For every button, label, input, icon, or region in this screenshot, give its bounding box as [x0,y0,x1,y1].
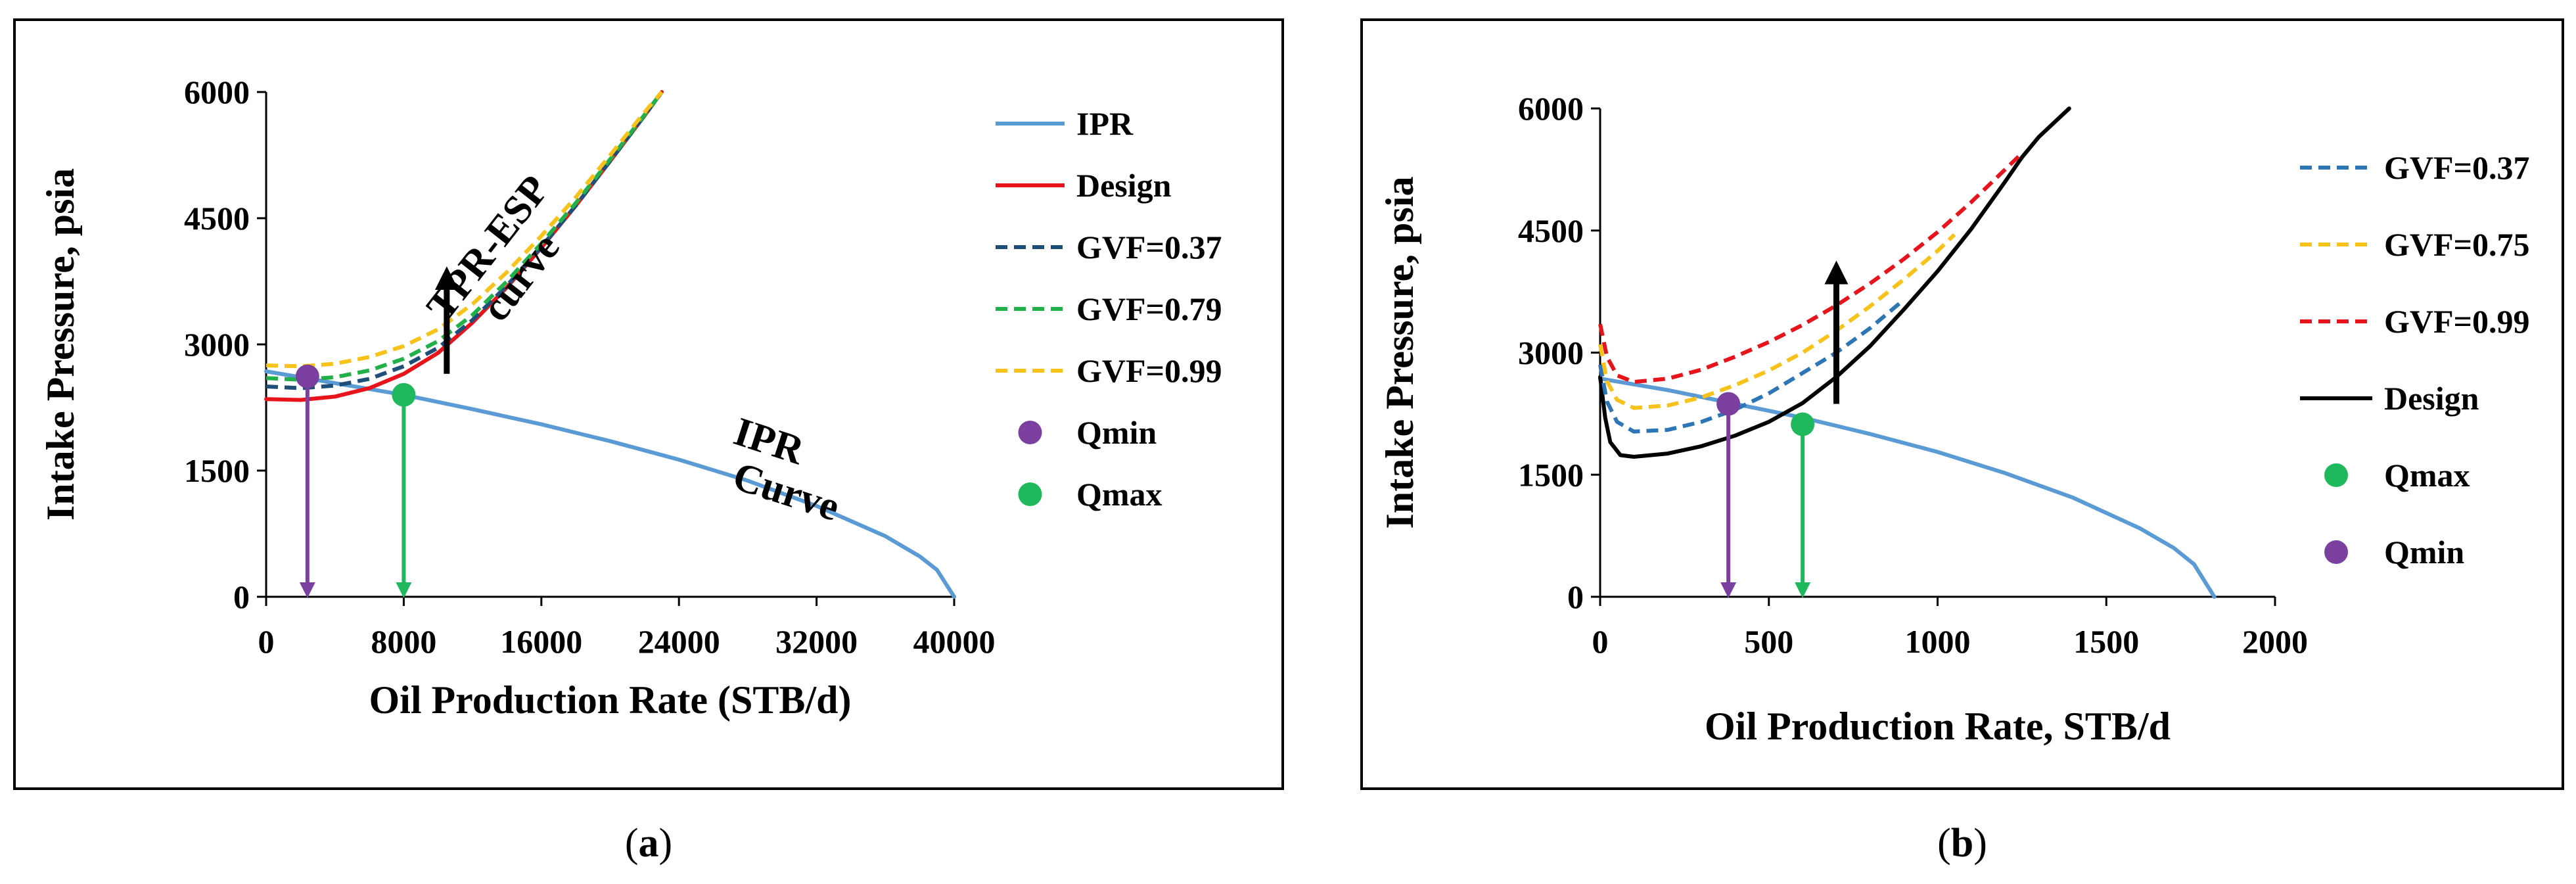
series-line-gvf075 [1598,233,1956,410]
series-line-ipr [1598,377,2217,599]
x-tick-label: 0 [258,623,275,660]
y-tick-label: 3000 [1518,335,1584,371]
y-tick-label: 6000 [1518,90,1584,127]
y-axis-title: Intake Pressure, psia [39,168,82,521]
legend-swatch-qmax [2324,463,2348,487]
panel-a-caption: (a) [625,821,672,866]
marker-qmin [295,364,319,388]
legend-label-design: Design [1076,167,1172,204]
legend-swatch-qmin [1018,421,1042,444]
legend-label-qmax: Qmax [2384,457,2470,494]
panel-a-frame [13,18,1284,790]
y-tick-label: 3000 [184,326,250,363]
legend-swatch-qmin [2324,540,2348,564]
legend-label-design: Design [2384,380,2479,417]
panel-b-caption-close: ) [1973,821,1987,866]
legend-swatch-qmax [1018,482,1042,506]
x-axis-title: Oil Production Rate (STB/d) [369,678,852,722]
legend-label-qmin: Qmin [1076,414,1157,451]
series-line-design [1598,106,2071,459]
y-tick-label: 1500 [1518,456,1584,493]
marker-qmax [1791,412,1815,436]
y-tick-label: 1500 [184,452,250,489]
series-line-gvf099 [265,91,664,369]
panel-a-caption-close: ) [659,821,673,866]
x-tick-label: 16000 [500,623,582,660]
x-tick-label: 32000 [775,623,858,660]
x-tick-label: 8000 [371,623,436,660]
legend-label-gvf079: GVF=0.79 [1076,291,1222,327]
series-line-gvf037 [1598,298,1906,434]
legend-label-gvf099: GVF=0.99 [2384,303,2530,340]
legend-label-gvf099: GVF=0.99 [1076,352,1222,389]
y-tick-label: 0 [1567,578,1584,615]
y-tick-label: 0 [233,578,250,615]
x-tick-label: 500 [1744,623,1793,660]
chart-b: 0 500 1000 1500 2000 0 1500 3000 4500 6000 Oil Pro… [1378,90,2530,748]
panel-a-caption-open: ( [625,821,639,866]
panel-b-caption-open: ( [1937,821,1951,866]
y-tick-label: 4500 [1518,212,1584,249]
x-tick-label: 40000 [913,623,996,660]
x-tick-label: 0 [1592,623,1609,660]
series-line-gvf079 [265,91,664,382]
panel-a-caption-letter: a [639,821,659,866]
marker-qmax [392,383,416,407]
y-tick-label: 4500 [184,200,250,237]
chart-a: 0 8000 16000 24000 32000 40000 0 1500 3000 4500 60… [39,74,1222,722]
series-line-gvf099 [1598,151,2023,384]
panel-b-caption: (b) [1937,821,1987,866]
x-tick-label: 2000 [2242,623,2308,660]
legend-label-ipr: IPR [1076,105,1134,142]
y-tick-label: 6000 [184,74,250,110]
marker-qmin [1716,392,1741,416]
legend-label-qmin: Qmin [2384,534,2464,570]
y-axis-title: Intake Pressure, psia [1378,176,1421,528]
x-tick-label: 24000 [638,623,720,660]
legend-label-gvf075: GVF=0.75 [2384,226,2530,263]
legend-label-gvf037: GVF=0.37 [1076,229,1222,266]
panel-b-frame [1360,18,2564,790]
panel-b-caption-letter: b [1951,821,1973,866]
legend-label-gvf037: GVF=0.37 [2384,149,2530,186]
x-axis-title: Oil Production Rate, STB/d [1705,705,2171,748]
legend-label-qmax: Qmax [1076,476,1162,513]
x-tick-label: 1000 [1905,623,1971,660]
x-tick-label: 1500 [2073,623,2139,660]
